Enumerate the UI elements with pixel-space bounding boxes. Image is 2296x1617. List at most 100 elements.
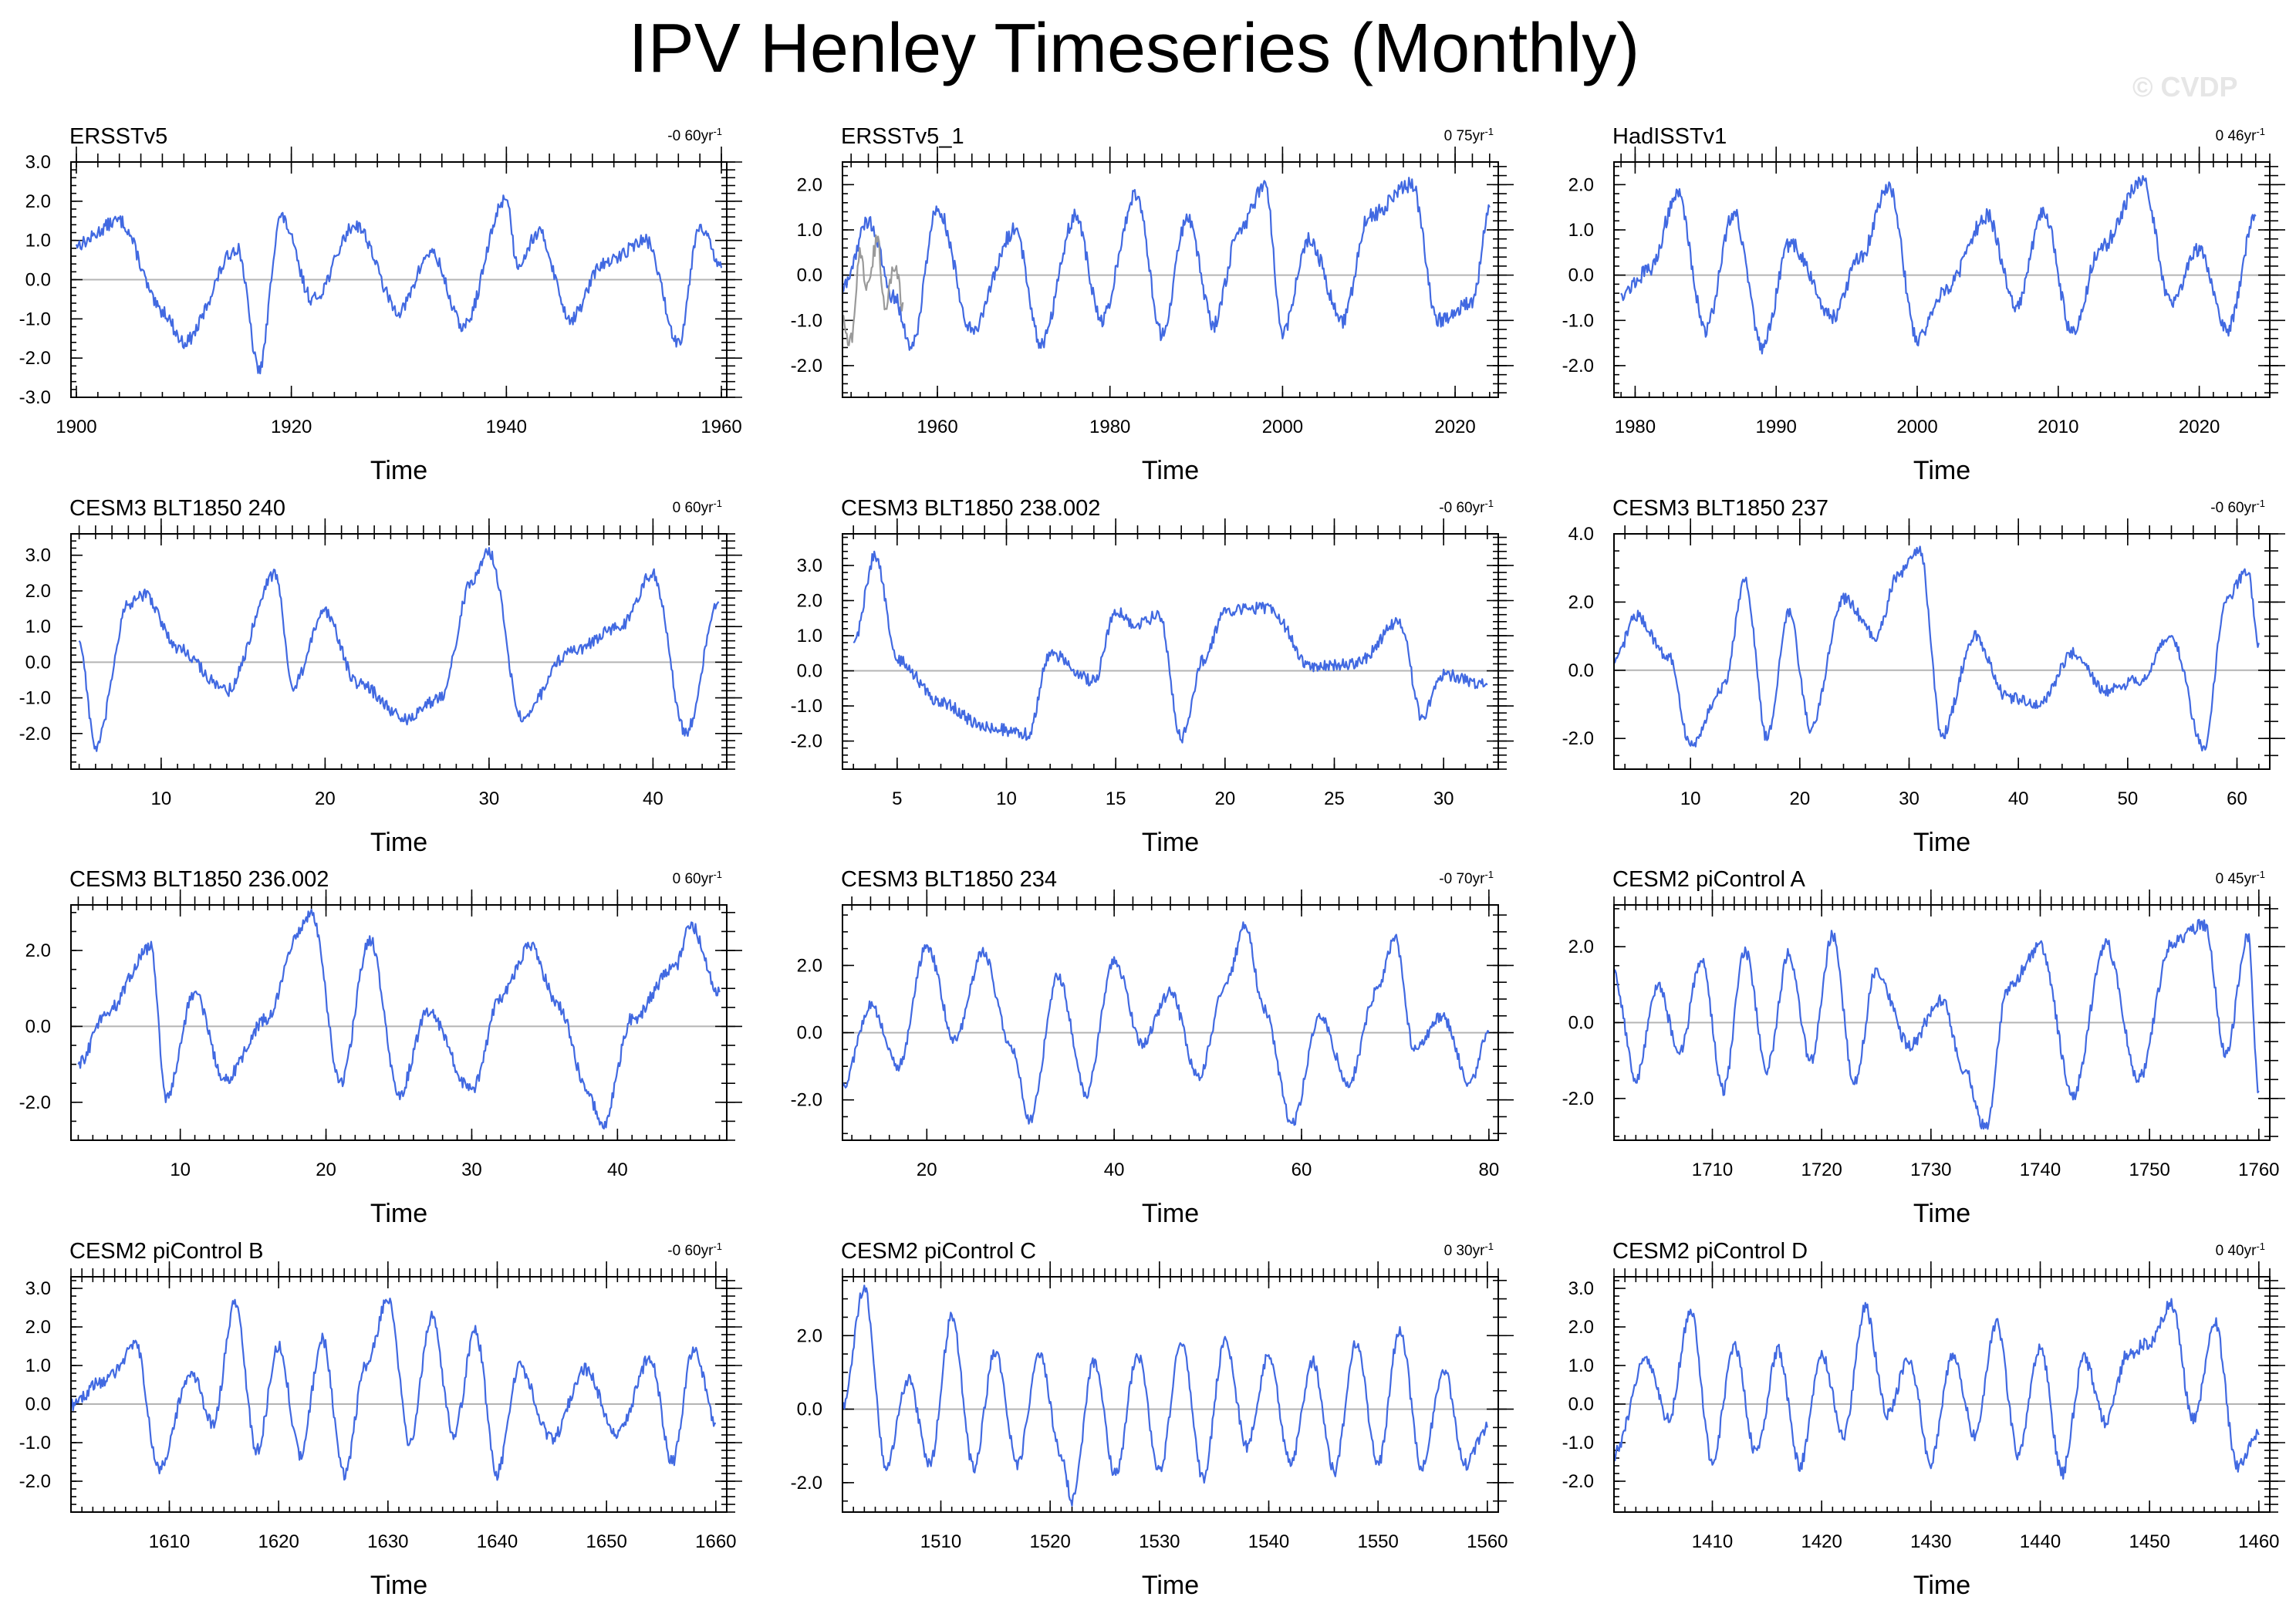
x-axis-label: Time bbox=[1913, 1571, 1970, 1600]
x-tick-label: 1620 bbox=[258, 1531, 299, 1552]
y-tick-label: 2.0 bbox=[797, 955, 822, 976]
y-tick-label: 4.0 bbox=[1568, 524, 1594, 545]
series-line bbox=[1612, 919, 2260, 1130]
series-line bbox=[853, 550, 1488, 744]
y-tick-label: 2.0 bbox=[25, 1317, 51, 1338]
trend-superscript: -1 bbox=[713, 498, 722, 509]
x-tick-label: 40 bbox=[643, 788, 663, 809]
plot-frame bbox=[842, 904, 1499, 1141]
x-tick-label: 40 bbox=[2008, 788, 2029, 809]
panel-2: ERSSTv5_1 0 75yr-1 1960 1980 2000 2020 -2.0 -1.… bbox=[791, 124, 1514, 485]
trend-superscript: -1 bbox=[713, 126, 722, 137]
trend-superscript: -1 bbox=[2256, 869, 2265, 880]
y-tick-label: 2.0 bbox=[1568, 937, 1594, 957]
y-tick-label: -2.0 bbox=[19, 348, 51, 369]
y-tick-label: 2.0 bbox=[1568, 592, 1594, 613]
panel-title: HadISSTv1 bbox=[1612, 124, 1727, 149]
trend-superscript: -1 bbox=[2256, 498, 2265, 509]
plot-frame bbox=[842, 161, 1499, 398]
y-tick-label: 0.0 bbox=[797, 265, 822, 286]
y-tick-label: 1.0 bbox=[25, 1355, 51, 1376]
x-tick-label: 1750 bbox=[2129, 1160, 2169, 1180]
figure-title: IPV Henley Timeseries (Monthly) bbox=[628, 10, 1640, 87]
trend-label: -0 60yr-1 bbox=[667, 126, 722, 144]
trend-value: 0 30yr bbox=[1444, 1243, 1485, 1259]
x-tick-label: 1540 bbox=[1248, 1531, 1289, 1552]
y-tick-label: 1.0 bbox=[25, 231, 51, 251]
panel-5: CESM3 BLT1850 238.002 -0 60yr-1 5 10 15 20 25 3… bbox=[791, 496, 1514, 857]
panel-8: CESM3 BLT1850 234 -0 70yr-1 20 40 60 80 -2.0 0.… bbox=[791, 867, 1514, 1228]
trend-label: 0 75yr-1 bbox=[1444, 126, 1494, 144]
y-tick-label: 1.0 bbox=[1568, 1355, 1594, 1376]
x-tick-label: 1710 bbox=[1692, 1160, 1733, 1180]
tick-marks bbox=[1614, 147, 2285, 397]
y-tick-label: 1.0 bbox=[797, 220, 822, 241]
x-tick-label: 1920 bbox=[271, 417, 312, 437]
y-tick-label: 1.0 bbox=[1568, 220, 1594, 241]
tick-marks bbox=[1614, 518, 2285, 769]
x-tick-label: 1980 bbox=[1089, 417, 1130, 437]
trend-label: 0 60yr-1 bbox=[673, 498, 722, 516]
x-axis-label: Time bbox=[1913, 1199, 1970, 1228]
y-tick-label: 2.0 bbox=[25, 940, 51, 961]
trend-value: 0 75yr bbox=[1444, 128, 1485, 144]
panel-title: CESM3 BLT1850 234 bbox=[841, 867, 1057, 892]
panel-title: CESM3 BLT1850 240 bbox=[69, 496, 285, 521]
x-tick-label: 50 bbox=[2117, 788, 2138, 809]
x-axis-label: Time bbox=[370, 1199, 427, 1228]
series-line bbox=[77, 908, 721, 1130]
x-tick-label: 15 bbox=[1106, 788, 1126, 809]
tick-marks bbox=[71, 890, 742, 1141]
panel-11: CESM2 piControl C 0 30yr-1 1510 1520 1530 154… bbox=[791, 1239, 1514, 1600]
y-tick-label: 2.0 bbox=[25, 191, 51, 212]
x-tick-label: 30 bbox=[461, 1160, 482, 1180]
x-tick-label: 1730 bbox=[1910, 1160, 1951, 1180]
y-tick-label: -1.0 bbox=[19, 688, 51, 709]
x-tick-label: 1760 bbox=[2238, 1160, 2279, 1180]
series-line bbox=[841, 921, 1490, 1126]
series-line bbox=[69, 1298, 716, 1481]
trend-label: -0 60yr-1 bbox=[667, 1241, 722, 1259]
x-tick-label: 80 bbox=[1479, 1160, 1500, 1180]
x-tick-label: 1610 bbox=[149, 1531, 190, 1552]
y-tick-label: -1.0 bbox=[19, 309, 51, 329]
x-axis-label: Time bbox=[1142, 828, 1199, 857]
trend-value: 0 40yr bbox=[2216, 1243, 2257, 1259]
tick-marks bbox=[71, 147, 742, 398]
tick-marks bbox=[842, 1261, 1514, 1512]
trend-label: 0 46yr-1 bbox=[2216, 126, 2265, 144]
tick-marks bbox=[1613, 1261, 2285, 1513]
x-axis-label: Time bbox=[1142, 456, 1199, 485]
x-tick-label: 10 bbox=[151, 788, 172, 809]
x-tick-label: 1560 bbox=[1467, 1531, 1508, 1552]
plot-frame bbox=[1613, 904, 2271, 1141]
y-tick-label: -2.0 bbox=[791, 1090, 822, 1111]
plot-frame bbox=[842, 1276, 1499, 1513]
x-tick-label: 1460 bbox=[2238, 1531, 2279, 1552]
trend-label: -0 70yr-1 bbox=[1439, 869, 1494, 887]
x-tick-label: 20 bbox=[316, 1160, 336, 1180]
x-tick-label: 1720 bbox=[1801, 1160, 1842, 1180]
x-tick-label: 20 bbox=[917, 1160, 937, 1180]
y-tick-label: 2.0 bbox=[797, 590, 822, 611]
x-tick-label: 40 bbox=[1104, 1160, 1125, 1180]
y-tick-label: -2.0 bbox=[1562, 356, 1594, 376]
y-tick-label: -2.0 bbox=[791, 356, 822, 376]
series-line bbox=[1612, 1298, 2260, 1480]
trend-superscript: -1 bbox=[1484, 126, 1494, 137]
y-tick-label: 0.0 bbox=[1568, 1013, 1594, 1034]
y-tick-label: -2.0 bbox=[19, 1092, 51, 1113]
plot-frame bbox=[1613, 1276, 2271, 1513]
panel-10: CESM2 piControl B -0 60yr-1 1610 1620 1630 16… bbox=[19, 1239, 742, 1600]
y-tick-label: -1.0 bbox=[1562, 310, 1594, 331]
panel-title: CESM2 piControl C bbox=[841, 1239, 1036, 1264]
y-tick-label: 1.0 bbox=[25, 616, 51, 637]
trend-superscript: -1 bbox=[1484, 1241, 1494, 1252]
tick-marks bbox=[842, 890, 1514, 1140]
x-tick-label: 1960 bbox=[701, 417, 741, 437]
y-tick-label: 3.0 bbox=[797, 555, 822, 576]
trend-superscript: -1 bbox=[713, 1241, 722, 1252]
x-tick-label: 2000 bbox=[1896, 417, 1937, 437]
y-tick-label: 0.0 bbox=[1568, 1394, 1594, 1415]
y-tick-label: -2.0 bbox=[19, 724, 51, 744]
